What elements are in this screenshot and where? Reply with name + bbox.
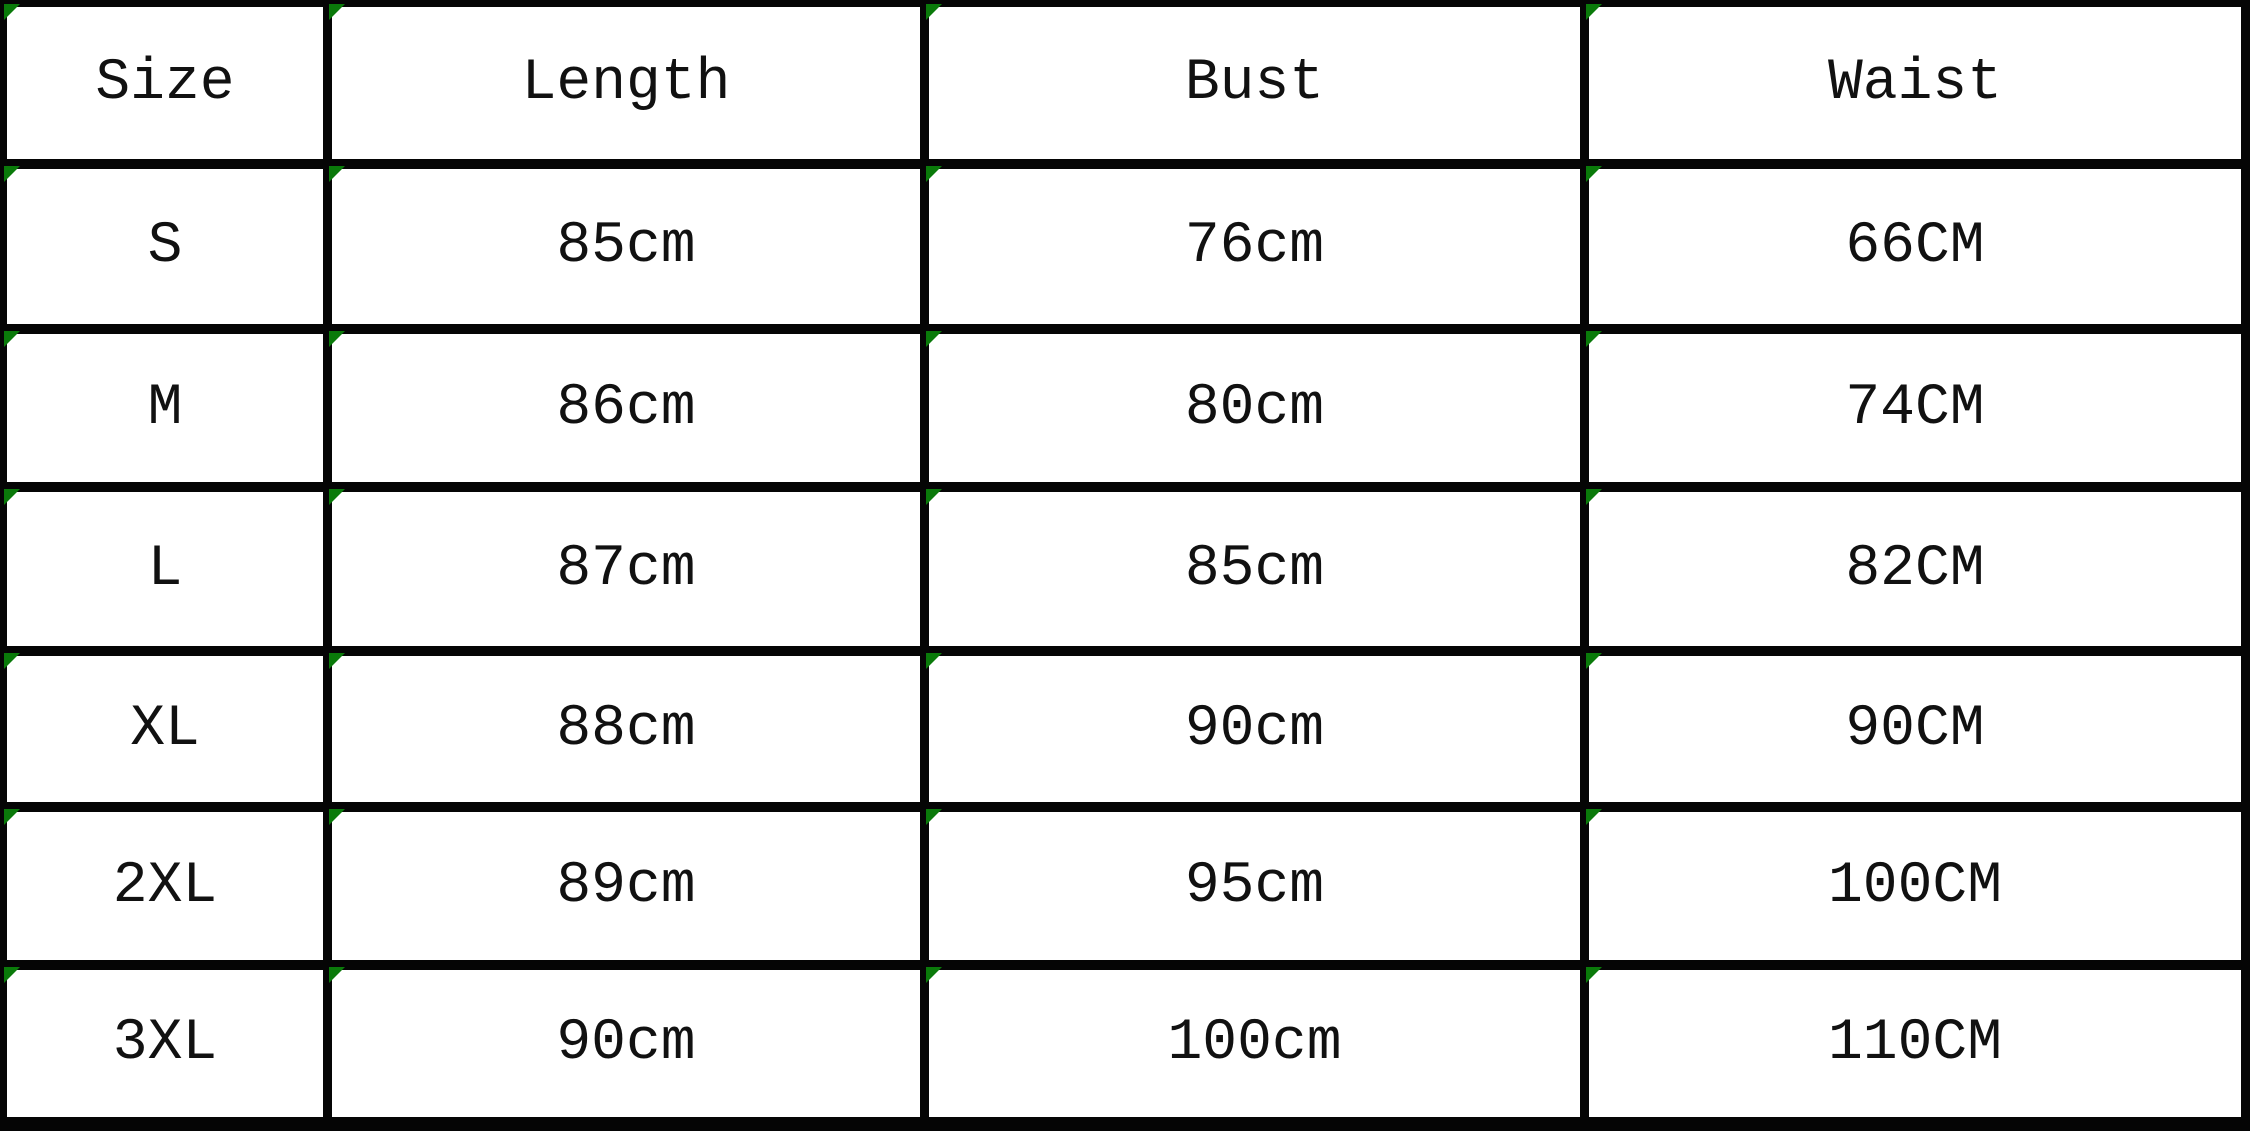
cell-waist: 110CM bbox=[1586, 967, 2241, 1117]
cell-waist: 90CM bbox=[1586, 653, 2241, 802]
cell-bust: 76cm bbox=[926, 166, 1580, 324]
cell-length: 90cm bbox=[329, 967, 920, 1117]
cell-size: M bbox=[4, 331, 323, 482]
header-waist: Waist bbox=[1586, 4, 2241, 159]
header-length: Length bbox=[329, 4, 920, 159]
cell-length: 85cm bbox=[329, 166, 920, 324]
cell-bust: 85cm bbox=[926, 489, 1580, 646]
cell-bust: 80cm bbox=[926, 331, 1580, 482]
cell-length: 87cm bbox=[329, 489, 920, 646]
cell-size: L bbox=[4, 489, 323, 646]
cell-length: 89cm bbox=[329, 809, 920, 960]
cell-waist: 82CM bbox=[1586, 489, 2241, 646]
cell-size: 2XL bbox=[4, 809, 323, 960]
cell-bust: 100cm bbox=[926, 967, 1580, 1117]
cell-bust: 95cm bbox=[926, 809, 1580, 960]
header-size: Size bbox=[4, 4, 323, 159]
cell-size: S bbox=[4, 166, 323, 324]
cell-waist: 74CM bbox=[1586, 331, 2241, 482]
cell-length: 88cm bbox=[329, 653, 920, 802]
cell-bust: 90cm bbox=[926, 653, 1580, 802]
cell-waist: 100CM bbox=[1586, 809, 2241, 960]
cell-length: 86cm bbox=[329, 331, 920, 482]
cell-waist: 66CM bbox=[1586, 166, 2241, 324]
cell-size: XL bbox=[4, 653, 323, 802]
header-bust: Bust bbox=[926, 4, 1580, 159]
cell-size: 3XL bbox=[4, 967, 323, 1117]
